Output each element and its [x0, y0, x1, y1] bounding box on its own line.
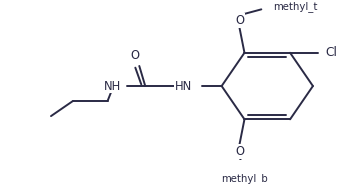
Text: O: O	[235, 14, 244, 27]
Text: methyl_b: methyl_b	[221, 173, 268, 184]
Text: O: O	[131, 49, 140, 63]
Text: NH: NH	[104, 79, 121, 93]
Text: O: O	[235, 145, 244, 158]
Text: methyl_t: methyl_t	[273, 1, 318, 12]
Text: Cl: Cl	[326, 46, 338, 59]
Text: HN: HN	[175, 79, 192, 93]
